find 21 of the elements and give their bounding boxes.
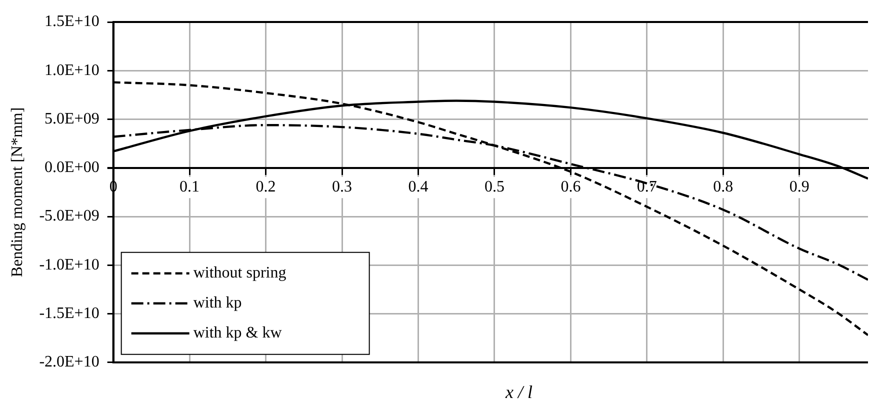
y-tick-label: 5.0E+09 [44, 110, 100, 128]
y-tick-label: -1.0E+10 [39, 256, 100, 274]
y-tick-label: -1.5E+10 [39, 304, 100, 322]
legend-label: without spring [193, 264, 286, 282]
y-tick-label: -2.0E+10 [39, 354, 100, 371]
x-tick-label: 0.4 [408, 178, 428, 196]
x-axis-title: x / l [504, 382, 534, 403]
x-tick-label: 0.1 [180, 178, 200, 196]
x-tick-label: 0.3 [332, 178, 352, 196]
x-tick-label: 0.6 [560, 178, 581, 196]
x-tick-label: 0.9 [789, 178, 810, 196]
y-tick-label: 1.5E+10 [44, 13, 100, 30]
y-tick-label: 0.0E+00 [44, 159, 100, 176]
y-tick-label: 1.0E+10 [44, 62, 100, 79]
legend-label: with kp [193, 294, 242, 312]
x-tick-label: 0.5 [484, 178, 504, 196]
legend-label: with kp & kw [193, 324, 282, 342]
x-tick-label: 0.2 [256, 178, 276, 196]
y-axis-title: Bending moment [N*mm] [8, 107, 26, 278]
y-tick-label: -5.0E+09 [39, 208, 100, 225]
x-tick-label: 0.8 [713, 178, 734, 196]
